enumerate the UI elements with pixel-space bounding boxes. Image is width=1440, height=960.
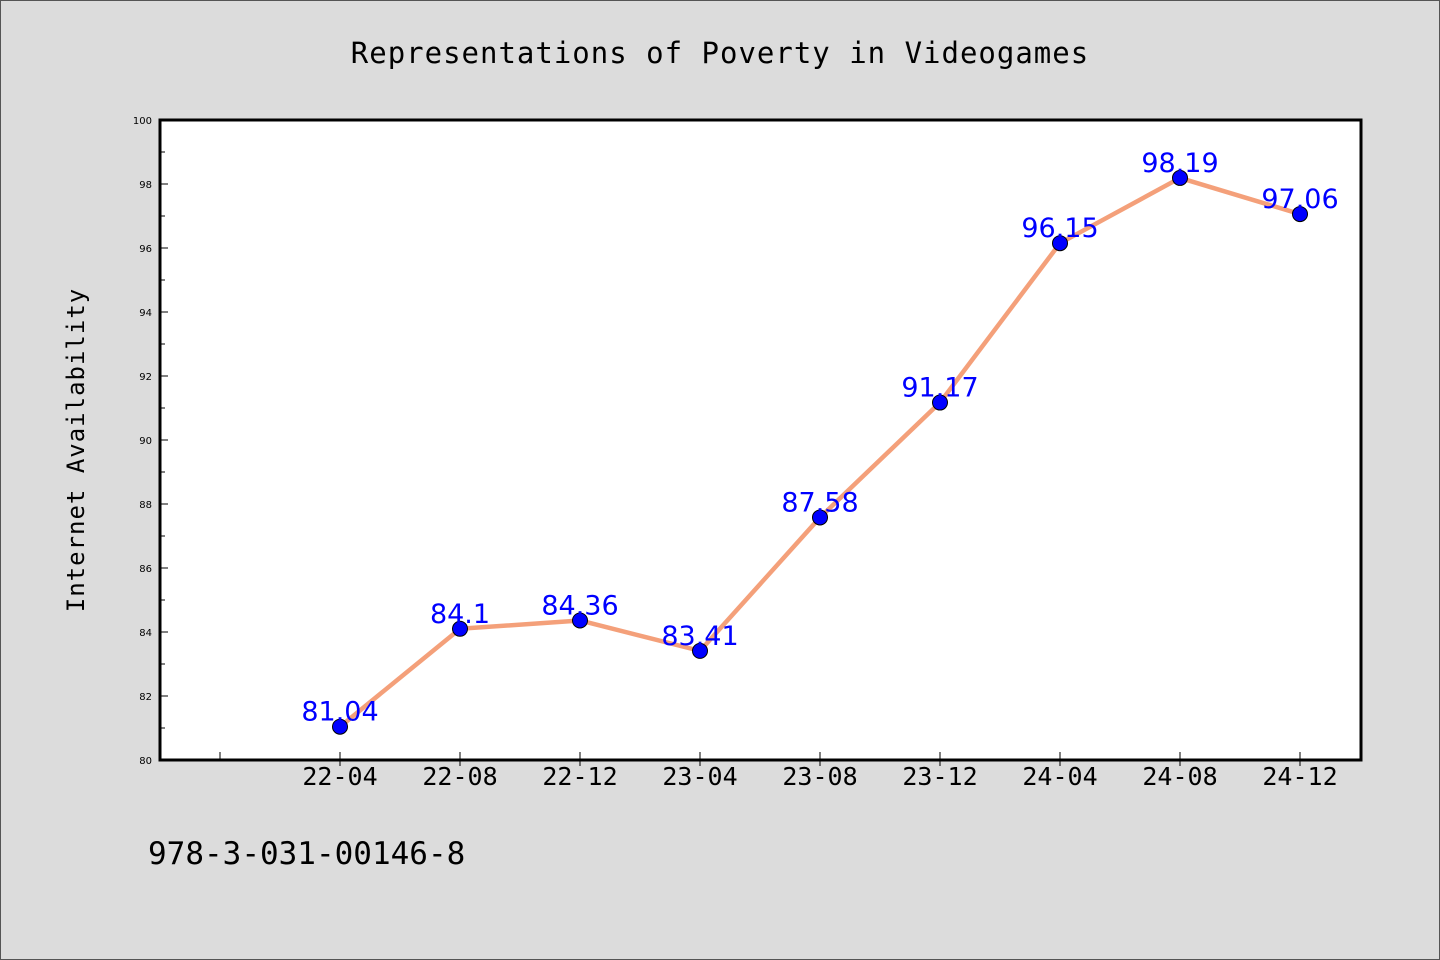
y-tick-label: 92	[139, 372, 152, 383]
y-tick-label: 94	[139, 308, 152, 319]
data-label: 84.36	[541, 590, 618, 621]
data-label: 83.41	[661, 621, 738, 652]
data-label: 84.1	[430, 599, 490, 630]
y-axis-label: Internet Availability	[62, 288, 90, 612]
plot-area	[158, 118, 1363, 762]
y-tick-label: 80	[139, 756, 152, 767]
data-label: 96.15	[1021, 213, 1098, 244]
x-tick-label: 22-12	[542, 762, 617, 791]
data-label: 97.06	[1261, 184, 1338, 215]
data-point	[572, 612, 588, 629]
data-point	[1052, 235, 1068, 252]
x-tick-label: 22-08	[422, 762, 497, 791]
y-tick-label: 84	[139, 628, 152, 639]
x-tick-label: 23-04	[662, 762, 737, 791]
data-point	[1172, 169, 1188, 186]
data-labels: 81.04 84.1 84.36 83.41 87.58 91.17 96.15 98.19 9…	[301, 148, 1338, 728]
data-label: 87.58	[781, 487, 858, 518]
y-tick-label: 88	[139, 500, 152, 511]
y-tick-label: 100	[133, 116, 152, 127]
x-tick-label: 23-08	[782, 762, 857, 791]
y-tick-label: 96	[139, 244, 152, 255]
data-point	[932, 394, 948, 411]
data-point	[692, 642, 708, 659]
data-point	[332, 718, 348, 735]
data-point	[1292, 206, 1308, 223]
footer-isbn: 978-3-031-00146-8	[148, 836, 465, 872]
data-label: 81.04	[301, 697, 378, 728]
data-label: 91.17	[901, 373, 978, 404]
x-tick-label: 24-12	[1262, 762, 1337, 791]
chart-title: Representations of Poverty in Videogames	[351, 36, 1089, 70]
x-tick-label: 24-04	[1022, 762, 1097, 791]
y-tick-label: 86	[139, 564, 152, 575]
y-tick-label: 98	[139, 180, 152, 191]
y-tick-label: 90	[139, 436, 152, 447]
axis-ticks: 80 82 84 86 88 90 92 94 96 98 100 22-04 22-08 22-12 23…	[133, 116, 1338, 791]
data-point	[812, 509, 828, 526]
data-point	[452, 620, 468, 637]
y-tick-label: 82	[139, 692, 152, 703]
x-tick-label: 24-08	[1142, 762, 1217, 791]
data-label: 98.19	[1141, 148, 1218, 179]
series-markers	[332, 169, 1308, 735]
x-tick-label: 22-04	[302, 762, 377, 791]
x-tick-label: 23-12	[902, 762, 977, 791]
